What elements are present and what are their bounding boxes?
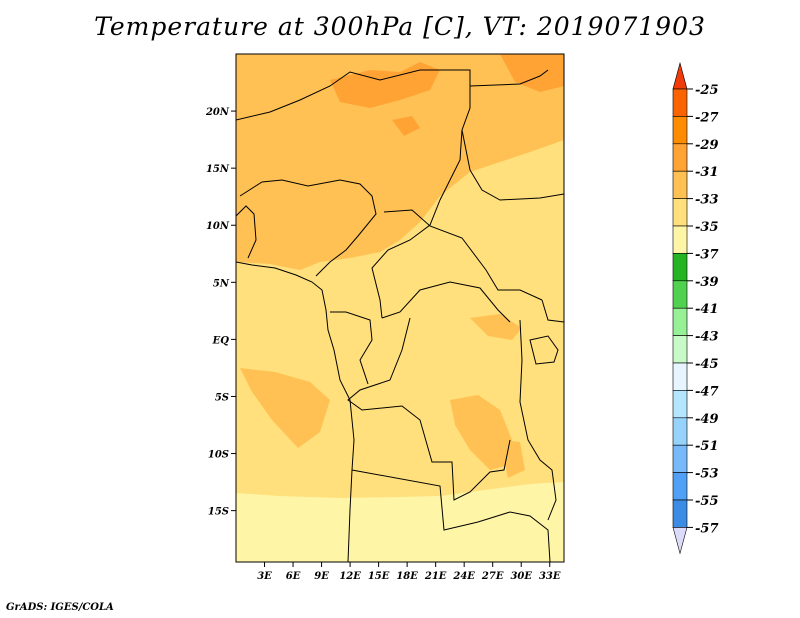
coastline-west-africa	[236, 261, 355, 562]
colorbar-label: -37	[695, 247, 719, 262]
field-band-29-31-north	[236, 54, 564, 270]
border-lake-victoria	[529, 335, 559, 365]
colorbar-swatch	[672, 390, 688, 419]
lon-tick-label: 15E	[368, 571, 390, 582]
lat-tick-label: 5S	[215, 392, 229, 403]
colorbar-label: -57	[695, 521, 719, 536]
colorbar-swatch	[672, 198, 688, 227]
colorbar-swatch	[672, 170, 688, 199]
border-east-margin	[541, 299, 564, 323]
colorbar-label: -47	[695, 384, 719, 399]
lat-tick-label: 10S	[208, 450, 229, 461]
border-drc-north	[381, 281, 511, 323]
lon-tick-label: 6E	[286, 571, 301, 582]
colorbar-label: -29	[695, 138, 719, 153]
colorbar-swatch	[672, 362, 688, 391]
lat-tick-label: 5N	[213, 278, 230, 289]
colorbar-label: -27	[695, 110, 719, 125]
temperature-field	[236, 54, 564, 562]
colorbar-label: -45	[695, 357, 719, 372]
lon-tick-label: 27E	[481, 571, 504, 582]
colorbar-swatch	[672, 307, 688, 336]
colorbar-label: -51	[695, 439, 719, 454]
border-east-africa	[461, 129, 564, 201]
border-nigeria	[239, 179, 377, 277]
lon-tick-label: 18E	[396, 571, 418, 582]
field-patch-rift	[500, 440, 525, 478]
lon-tick-label: 24E	[452, 571, 475, 582]
border-northeast	[469, 69, 549, 87]
lon-tick-label: 21E	[424, 571, 447, 582]
colorbar-label: -49	[695, 412, 719, 427]
lon-tick-label: 12E	[339, 571, 361, 582]
colorbar-swatch	[672, 253, 688, 282]
field-patch-warm-small	[392, 116, 420, 136]
lon-tick-label: 30E	[510, 571, 532, 582]
lon-tick-label: 9E	[314, 571, 329, 582]
lat-tick-label: 10N	[206, 221, 230, 232]
field-band-33-35	[236, 482, 564, 562]
border-east-lakes	[519, 319, 557, 521]
lat-tick-label: EQ	[212, 335, 230, 346]
colorbar-label: -31	[695, 165, 719, 180]
colorbar-swatch	[672, 116, 688, 145]
lat-axis: 20N 15N 10N 5N EQ 5S 10S 15S	[205, 107, 236, 518]
lon-axis: 3E 6E 9E 12E 15E 18E 21E 24E 27E 30E 33E	[257, 562, 561, 582]
colorbar-label: -41	[695, 302, 719, 317]
colorbar-swatch	[672, 417, 688, 446]
colorbar-swatch	[672, 335, 688, 364]
field-patch-congo	[450, 395, 512, 470]
colorbar: -25 -27 -29 -31 -33 -35 -37 -39 -41 -43 -45 -47 -49 -…	[672, 61, 719, 555]
country-borders	[236, 69, 564, 562]
colorbar-swatch	[672, 472, 688, 501]
colorbar-bottom-arrow	[672, 527, 688, 555]
colorbar-swatch	[672, 143, 688, 172]
colorbar-label: -25	[695, 83, 719, 98]
colorbar-label: -39	[695, 275, 719, 290]
field-patch-gabon	[240, 368, 330, 448]
lat-tick-label: 20N	[205, 107, 230, 118]
colorbar-label: -53	[695, 467, 719, 482]
colorbar-top-arrow	[672, 61, 688, 90]
colorbar-swatch	[672, 225, 688, 254]
colorbar-swatch	[672, 280, 688, 309]
lon-tick-label: 3E	[257, 571, 272, 582]
border-drc	[347, 317, 511, 501]
lat-tick-label: 15N	[206, 164, 230, 175]
field-band-27-29-ne	[500, 54, 564, 92]
map-title: Temperature at 300hPa [C], VT: 201907190…	[94, 12, 706, 41]
colorbar-label: -33	[695, 193, 719, 208]
colorbar-label: -43	[695, 330, 719, 345]
grads-credit: GrADS: IGES/COLA	[6, 602, 114, 613]
colorbar-swatch	[672, 499, 688, 528]
plot-frame	[235, 53, 565, 563]
lat-tick-label: 15S	[208, 507, 229, 518]
border-angola	[351, 469, 551, 562]
colorbar-swatch	[672, 88, 688, 117]
border-west-coast	[236, 205, 257, 259]
colorbar-label: -35	[695, 220, 719, 235]
border-congo-gabon	[330, 311, 373, 385]
colorbar-label: -55	[695, 494, 719, 509]
colorbar-swatch	[672, 444, 688, 473]
border-chad-car	[383, 209, 543, 301]
lon-tick-label: 33E	[539, 571, 561, 582]
